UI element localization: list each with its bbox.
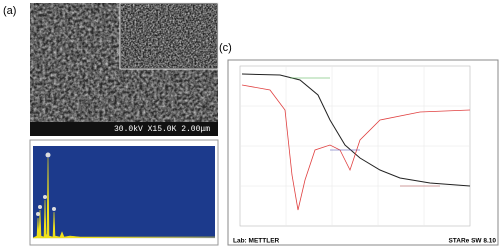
sem-caption: 30.0kV X15.0K 2.00μm (114, 125, 210, 134)
tga-plot (227, 59, 499, 246)
footer-left: Lab: METTLER (233, 238, 280, 245)
eds-spectrum (29, 139, 219, 246)
panel-label: (a) (3, 5, 16, 17)
footer-right: STARe SW 8.10 (448, 238, 496, 245)
panel-label: (c) (219, 42, 232, 54)
sem-image (30, 2, 219, 136)
